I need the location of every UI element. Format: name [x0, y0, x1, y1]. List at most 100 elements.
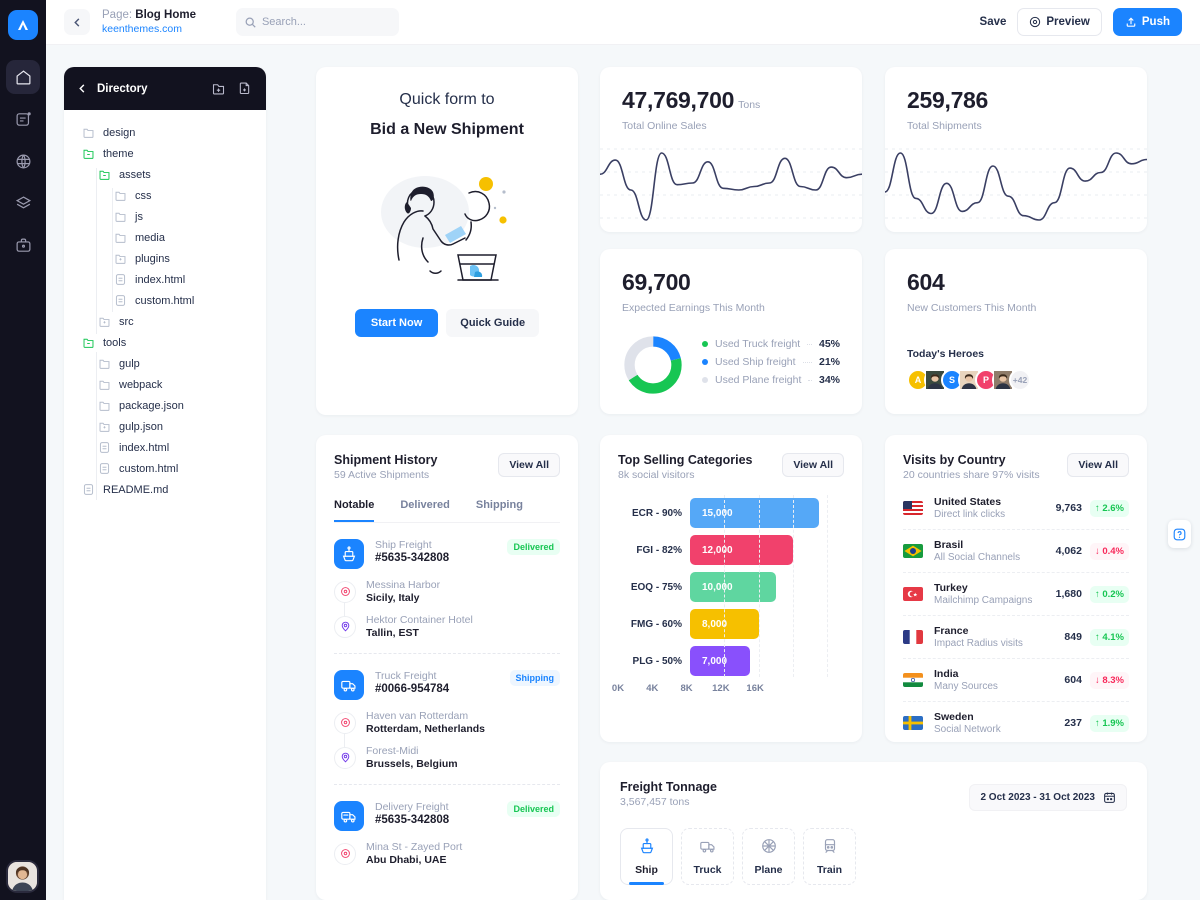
app-logo[interactable]: [8, 10, 38, 40]
globe-icon: [16, 154, 30, 168]
tab-delivered[interactable]: Delivered: [400, 499, 450, 511]
preview-button[interactable]: Preview: [1017, 8, 1102, 36]
route-connector: [344, 601, 345, 622]
top-selling-view-all-button[interactable]: View All: [782, 453, 844, 477]
rail-item-layers[interactable]: [6, 186, 40, 220]
country-row[interactable]: Turkey Mailchimp Campaigns 1,680 ↑ 0.2%: [903, 573, 1129, 615]
date-range-picker[interactable]: 2 Oct 2023 - 31 Oct 2023: [969, 784, 1127, 811]
bar-value-label: 7,000: [702, 655, 728, 667]
freight-mode-plane[interactable]: Plane: [742, 828, 795, 885]
destination-city: Brussels, Belgium: [366, 758, 458, 770]
tab-shipping[interactable]: Shipping: [475, 499, 523, 511]
country-row[interactable]: Brasil All Social Channels 4,062 ↓ 0.4%: [903, 530, 1129, 572]
start-now-button[interactable]: Start Now: [354, 309, 439, 337]
search-input[interactable]: Search...: [235, 8, 399, 36]
tree-item[interactable]: src: [64, 311, 266, 332]
rail-item-home[interactable]: [6, 60, 40, 94]
legend-label: Used Truck freight: [715, 338, 801, 350]
freight-mode-ship[interactable]: Ship: [620, 828, 673, 885]
tree-item[interactable]: custom.html: [64, 290, 266, 311]
bar-fill[interactable]: 12,000: [690, 535, 793, 565]
save-button[interactable]: Save: [979, 16, 1007, 28]
folder-icon: [99, 401, 110, 411]
shipments-label: Total Shipments: [907, 120, 982, 132]
tree-item[interactable]: gulp.json: [64, 416, 266, 437]
list-divider: [334, 784, 560, 785]
folder-icon: [115, 212, 126, 222]
tab-notable[interactable]: Notable: [334, 499, 375, 522]
tree-item[interactable]: index.html: [64, 437, 266, 458]
tree-item[interactable]: webpack: [64, 374, 266, 395]
user-avatar[interactable]: [8, 862, 37, 891]
back-button[interactable]: [64, 9, 90, 35]
tree-item-label: src: [119, 315, 134, 328]
bar-fill[interactable]: 10,000: [690, 572, 776, 602]
tree-item[interactable]: assets: [64, 164, 266, 185]
tree-item[interactable]: media: [64, 227, 266, 248]
bar-fill[interactable]: 15,000: [690, 498, 819, 528]
online-sales-sparkline: [600, 148, 862, 221]
tree-item-label: theme: [103, 147, 134, 160]
tree-item[interactable]: theme: [64, 143, 266, 164]
tree-item[interactable]: js: [64, 206, 266, 227]
tree-item[interactable]: README.md: [64, 479, 266, 500]
chevron-left-icon[interactable]: [78, 84, 87, 93]
tree-item[interactable]: css: [64, 185, 266, 206]
logo-mark-icon: [18, 20, 28, 30]
freight-donut-chart: [624, 336, 682, 394]
shipment-item[interactable]: Ship Freight #5635-342808 Delivered Mess…: [334, 523, 560, 654]
rail-item-messages[interactable]: [6, 102, 40, 136]
push-button[interactable]: Push: [1112, 8, 1182, 36]
tree-item[interactable]: tools: [64, 332, 266, 353]
ship-icon: [640, 838, 653, 854]
page-domain-link[interactable]: keenthemes.com: [102, 22, 182, 35]
avatar-more-count[interactable]: +42: [1009, 369, 1031, 391]
bar-fill[interactable]: 7,000: [690, 646, 750, 676]
donut-segment: [624, 336, 682, 394]
quick-guide-button[interactable]: Quick Guide: [446, 309, 540, 337]
origin-city: Rotterdam, Netherlands: [366, 723, 486, 735]
tree-item-icon: [82, 147, 95, 160]
x-axis-tick-label: 4K: [646, 683, 659, 694]
country-row[interactable]: United States Direct link clicks 9,763 ↑…: [903, 487, 1129, 529]
freight-tonnage-card: Freight Tonnage 3,567,457 tons 2 Oct 202…: [600, 762, 1147, 900]
help-button[interactable]: [1168, 520, 1191, 548]
shipment-item[interactable]: Delivery Freight #5635-342808 Delivered …: [334, 785, 560, 866]
avatar-photo[interactable]: [924, 369, 946, 391]
tree-item[interactable]: plugins: [64, 248, 266, 269]
bar-row: FMG - 60% 8,000: [618, 606, 844, 642]
avatar-photo[interactable]: [992, 369, 1014, 391]
destination-marker-icon: [341, 621, 349, 632]
destination-pin-icon: [334, 615, 356, 638]
chart-gridline: [792, 495, 794, 677]
bar-value-label: 15,000: [702, 507, 733, 519]
origin-city: Abu Dhabi, UAE: [366, 854, 447, 866]
visits-view-all-button[interactable]: View All: [1067, 453, 1129, 477]
tree-item-label: tools: [103, 336, 127, 349]
country-row[interactable]: India Many Sources 604 ↓ 8.3%: [903, 659, 1129, 701]
destination-text: Forest-Midi Brussels, Belgium: [366, 745, 458, 770]
legend-color-dot: [702, 359, 708, 365]
avatar-initial-label: A: [914, 375, 922, 385]
tree-item-icon: [98, 399, 111, 412]
tree-item[interactable]: custom.html: [64, 458, 266, 479]
avatar-photo[interactable]: [958, 369, 980, 391]
tree-item[interactable]: package.json: [64, 395, 266, 416]
freight-mode-train[interactable]: Train: [803, 828, 856, 885]
freight-mode-truck[interactable]: Truck: [681, 828, 734, 885]
tree-item[interactable]: design: [64, 122, 266, 143]
tree-item-label: css: [135, 189, 152, 202]
rail-item-work[interactable]: [6, 228, 40, 262]
tree-item[interactable]: gulp: [64, 353, 266, 374]
add-folder-icon[interactable]: [211, 81, 226, 96]
country-source: Mailchimp Campaigns: [934, 595, 1033, 606]
country-row[interactable]: Sweden Social Network 237 ↑ 1.9%: [903, 702, 1129, 744]
shipment-view-all-button[interactable]: View All: [498, 453, 560, 477]
tree-item[interactable]: index.html: [64, 269, 266, 290]
tree-item-label: gulp.json: [119, 420, 164, 433]
bar-category-label: PLG - 50%: [632, 655, 682, 667]
shipment-item[interactable]: Truck Freight #0066-954784 Shipping Have…: [334, 654, 560, 785]
rail-item-analytics[interactable]: [6, 144, 40, 178]
country-row[interactable]: France Impact Radius visits 849 ↑ 4.1%: [903, 616, 1129, 658]
add-file-icon[interactable]: [237, 81, 252, 96]
